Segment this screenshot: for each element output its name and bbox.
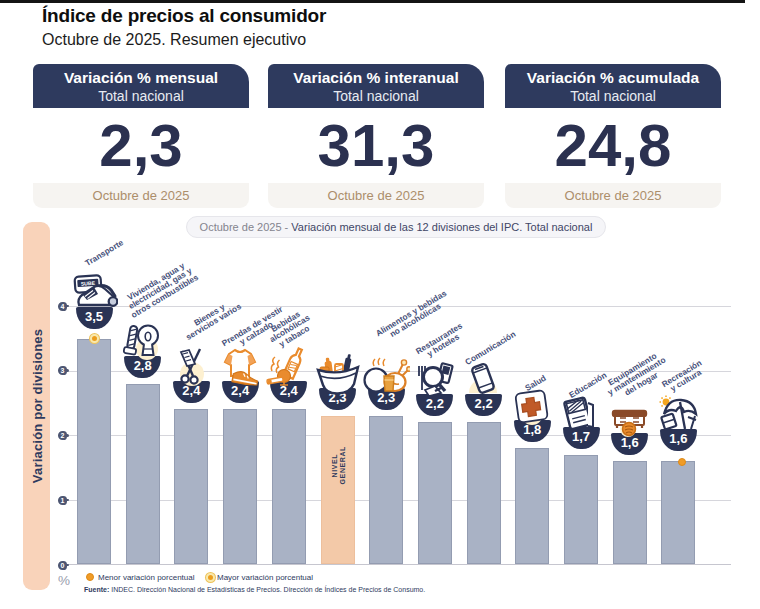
svg-text:SUBE: SUBE [81,279,96,286]
